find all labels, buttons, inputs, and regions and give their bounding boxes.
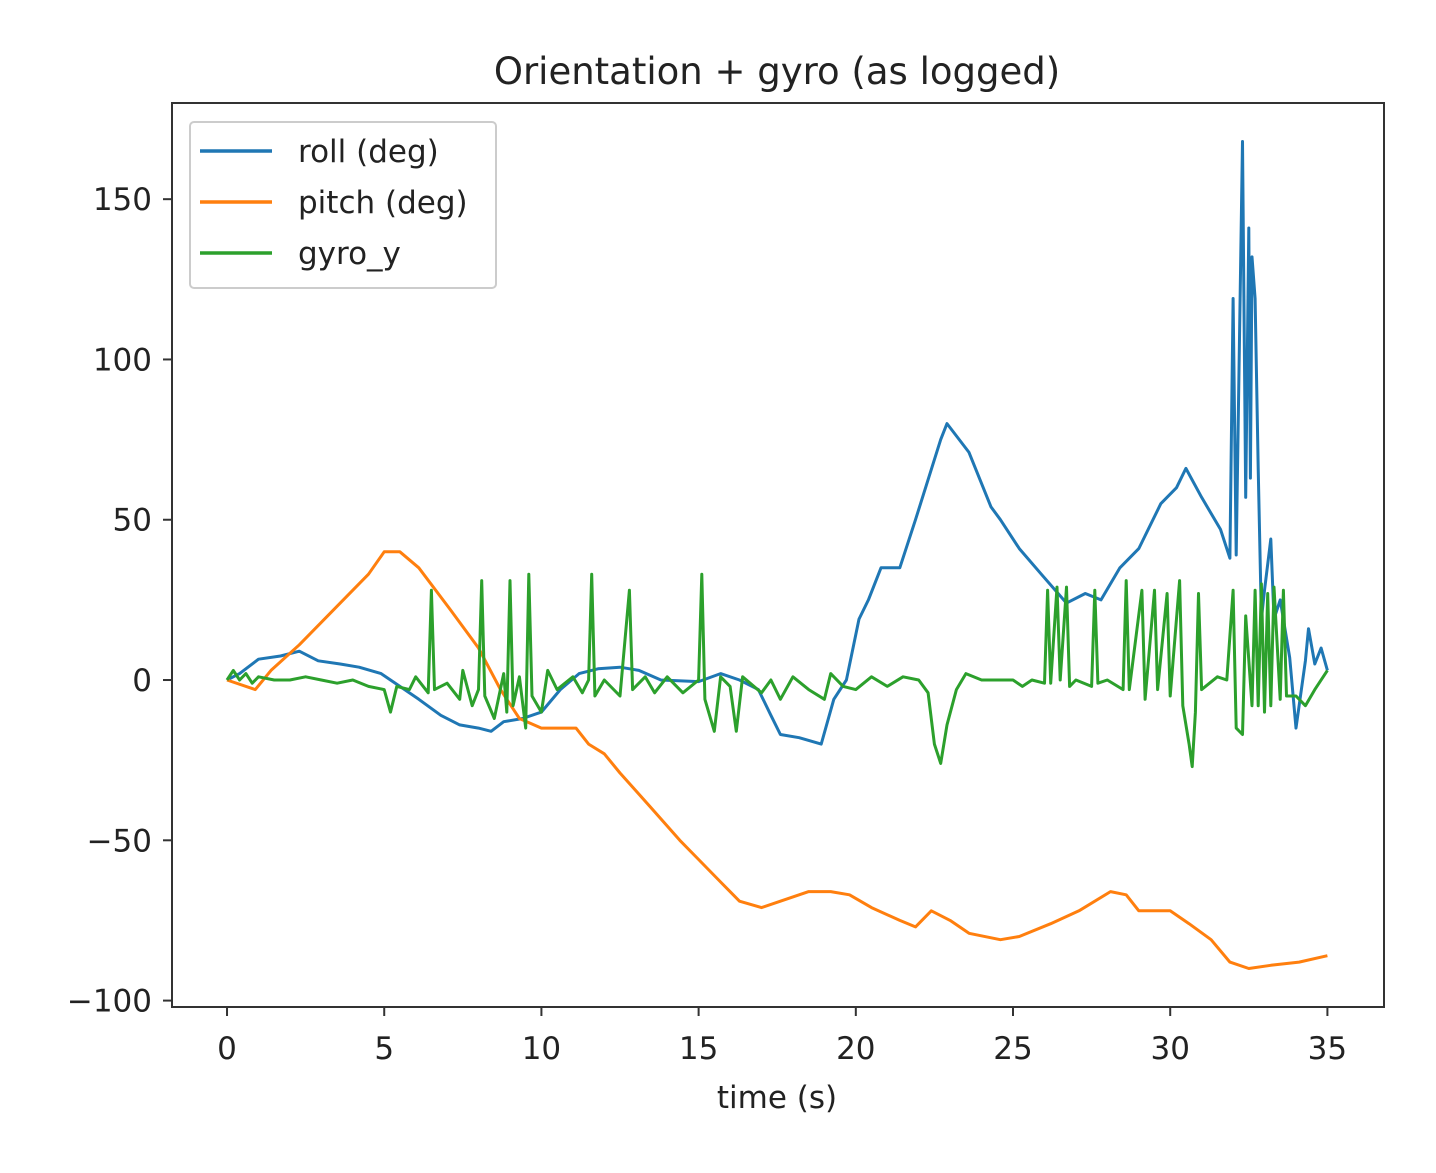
x-tick-label: 5	[374, 1031, 394, 1067]
series-layer	[225, 140, 1329, 970]
series-line-pitch	[226, 550, 1328, 970]
plot-frame	[171, 102, 1385, 1008]
y-tick-label: −100	[67, 984, 152, 1020]
legend-label: roll (deg)	[298, 134, 439, 170]
y-tick-label: 150	[93, 182, 152, 218]
legend-label: pitch (deg)	[298, 185, 468, 221]
y-axis: −100 −50 0 50 100 150	[67, 182, 172, 1020]
x-tick-label: 30	[1150, 1031, 1189, 1067]
x-tick-label: 10	[522, 1031, 561, 1067]
legend-frame	[189, 121, 497, 289]
x-axis-label: time (s)	[717, 1080, 837, 1116]
y-tick-label: 0	[132, 663, 152, 699]
legend-label: gyro_y	[298, 236, 401, 272]
x-axis: 0 5 10 15 20 25 30 35	[217, 1007, 1347, 1067]
legend: roll (deg) pitch (deg) gyro_y	[189, 121, 497, 289]
y-tick-label: 100	[93, 342, 152, 378]
y-tick-label: −50	[87, 823, 152, 859]
y-tick-label: 50	[113, 503, 152, 539]
chart-title: Orientation + gyro (as logged)	[494, 50, 1060, 93]
x-tick-label: 0	[217, 1031, 237, 1067]
series-line-roll	[226, 140, 1329, 746]
x-tick-label: 25	[993, 1031, 1032, 1067]
x-tick-label: 15	[679, 1031, 718, 1067]
x-tick-label: 35	[1308, 1031, 1347, 1067]
series-line-gyro-y	[225, 572, 1329, 769]
x-tick-label: 20	[836, 1031, 875, 1067]
